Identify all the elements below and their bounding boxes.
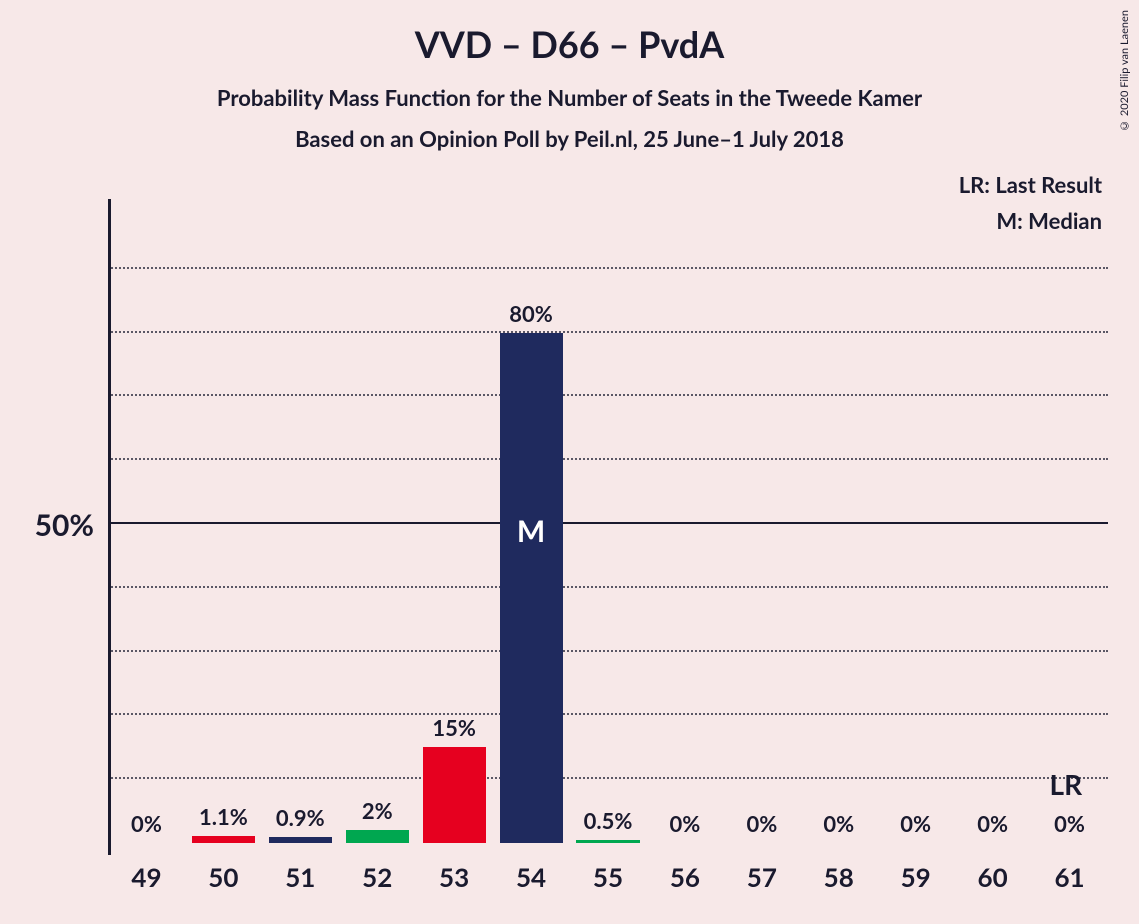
x-tick-label: 56	[670, 861, 700, 893]
x-tick-label: 52	[362, 861, 392, 893]
bar-value-label: 0%	[900, 810, 931, 837]
gridline	[108, 522, 1108, 524]
gridline	[108, 713, 1108, 715]
median-marker: M	[517, 513, 545, 549]
y-axis	[108, 199, 111, 855]
gridline	[108, 331, 1108, 333]
chart-plot-area: 50%495051525354555657585960610%1.1%0.9%2…	[108, 205, 1108, 843]
bar	[423, 747, 486, 843]
x-tick-label: 59	[901, 861, 931, 893]
bar-value-label: 0.9%	[276, 804, 325, 831]
bar-value-label: 0.5%	[584, 807, 633, 834]
bar-value-label: 0%	[823, 810, 854, 837]
gridline	[108, 586, 1108, 588]
gridline	[108, 650, 1108, 652]
x-tick-label: 54	[516, 861, 546, 893]
bar-value-label: 15%	[432, 714, 476, 741]
bar	[192, 836, 255, 843]
bar	[346, 830, 409, 843]
x-tick-label: 50	[208, 861, 238, 893]
x-tick-label: 57	[747, 861, 777, 893]
chart-subtitle-2: Based on an Opinion Poll by Peil.nl, 25 …	[0, 125, 1139, 152]
x-tick-label: 55	[593, 861, 623, 893]
bar-value-label: 0%	[977, 810, 1008, 837]
x-tick-label: 58	[824, 861, 854, 893]
legend-median: M: Median	[996, 207, 1102, 234]
y-axis-label: 50%	[35, 507, 94, 543]
bar	[576, 840, 639, 843]
gridline	[108, 394, 1108, 396]
bar-value-label: 0%	[746, 810, 777, 837]
gridline	[108, 267, 1108, 269]
bar-value-label: 0%	[670, 810, 701, 837]
x-tick-label: 61	[1054, 861, 1084, 893]
legend-lr: LR: Last Result	[959, 171, 1102, 198]
copyright-text: © 2020 Filip van Laenen	[1118, 10, 1131, 132]
gridline	[108, 777, 1108, 779]
last-result-marker: LR	[1050, 767, 1083, 801]
bar-value-label: 1.1%	[199, 803, 248, 830]
bar	[269, 837, 332, 843]
bar-value-label: 80%	[509, 300, 553, 327]
chart-subtitle-1: Probability Mass Function for the Number…	[0, 84, 1139, 111]
x-tick-label: 60	[978, 861, 1008, 893]
x-tick-label: 51	[285, 861, 315, 893]
x-tick-label: 53	[439, 861, 469, 893]
bar-value-label: 0%	[131, 810, 162, 837]
x-tick-label: 49	[131, 861, 161, 893]
bar-value-label: 0%	[1054, 810, 1085, 837]
chart-title: VVD – D66 – PvdA	[0, 0, 1139, 66]
gridline	[108, 458, 1108, 460]
bar	[500, 333, 563, 843]
bar-value-label: 2%	[362, 797, 393, 824]
